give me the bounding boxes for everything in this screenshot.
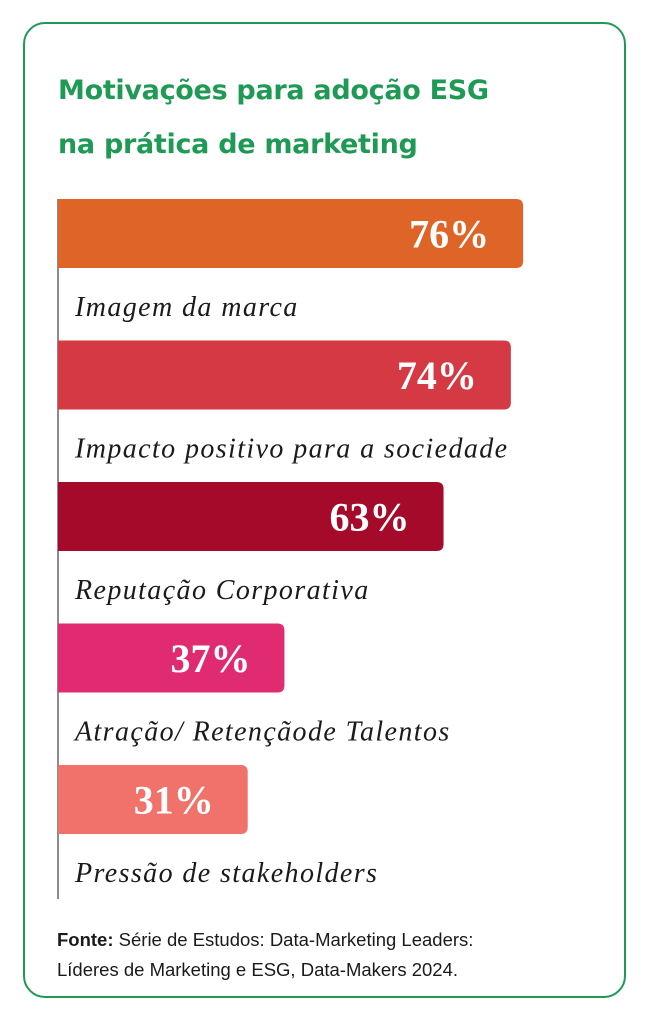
category-label-5: Pressão de stakeholders — [74, 858, 378, 889]
chart-title-line-1: Motivações para adoção ESG — [58, 75, 489, 106]
chart-title-line-2: na prática de marketing — [58, 129, 418, 160]
bar-2 — [58, 340, 511, 410]
bar-value-label-5: 31% — [134, 778, 214, 823]
category-label-4: Atração/ Retençãode Talentos — [73, 717, 451, 748]
chart-title: Motivações para adoção ESG na prática de… — [58, 64, 578, 172]
source-line-1: Série de Estudos: Data-Marketing Leaders… — [118, 929, 474, 950]
bar-4 — [58, 623, 285, 693]
bar-value-label-4: 37% — [170, 636, 250, 681]
category-label-2: Impacto positivo para a sociedade — [74, 434, 508, 465]
category-label-3: Reputação Corporativa — [74, 575, 370, 606]
source-line-2: Líderes de Marketing e ESG, Data-Makers … — [57, 959, 459, 980]
category-label-1: Imagem da marca — [74, 292, 299, 323]
bar-5 — [58, 765, 248, 834]
bar-value-label-3: 63% — [330, 495, 410, 540]
bar-3 — [58, 482, 444, 551]
bar-1 — [58, 199, 524, 268]
bar-value-label-1: 76% — [409, 212, 489, 257]
bar-value-label-2: 74% — [397, 353, 477, 398]
source-note: Fonte: Série de Estudos: Data-Marketing … — [57, 925, 597, 985]
source-label: Fonte: — [57, 929, 114, 950]
